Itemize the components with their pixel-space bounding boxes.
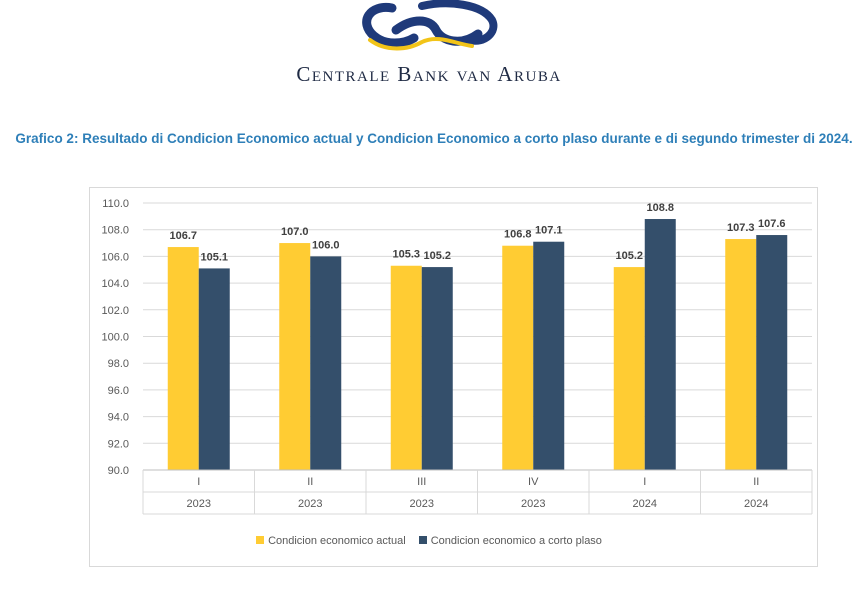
bar <box>279 243 311 470</box>
y-tick-label: 102.0 <box>101 305 129 317</box>
bar <box>167 247 199 470</box>
x-tick-label-quarter: I <box>197 476 200 488</box>
x-tick-label-year: 2023 <box>521 498 545 510</box>
x-tick-label-quarter: IV <box>528 476 539 488</box>
x-tick-label-year: 2024 <box>633 498 657 510</box>
bar-chart: 90.0 92.0 94.0 96.0 98.0 100.0 102.0 104.0 106.0… <box>101 198 813 515</box>
legend-item-corto-plaso: Condicion economico a corto plaso <box>418 535 602 547</box>
x-tick-label-quarter: III <box>417 476 426 488</box>
bar <box>644 219 676 470</box>
chart-legend: Condicion economico actual Condicion eco… <box>0 535 858 547</box>
chart-frame: 90.0 92.0 94.0 96.0 98.0 100.0 102.0 104.0 106.0… <box>89 187 818 567</box>
bar <box>390 265 422 470</box>
y-tick-label: 104.0 <box>101 278 129 290</box>
data-label: 105.2 <box>423 250 451 262</box>
bank-name: Centrale Bank van Aruba <box>296 62 562 86</box>
data-label: 106.7 <box>169 230 197 242</box>
y-tick-label: 90.0 <box>108 465 129 477</box>
x-tick-label-year: 2023 <box>410 498 434 510</box>
y-tick-label: 100.0 <box>101 332 129 344</box>
y-tick-label: 110.0 <box>102 198 129 210</box>
x-tick-label-quarter: II <box>753 476 759 488</box>
data-label: 106.8 <box>504 229 532 241</box>
x-tick-label-year: 2023 <box>187 498 211 510</box>
x-tick-label-quarter: I <box>643 476 646 488</box>
data-label: 107.6 <box>758 218 786 230</box>
data-label: 107.3 <box>727 222 755 234</box>
legend-swatch-corto-plaso <box>418 536 427 544</box>
bar <box>725 239 757 470</box>
y-tick-label: 94.0 <box>108 412 129 424</box>
data-label: 107.0 <box>281 226 309 238</box>
data-label: 105.1 <box>200 251 228 263</box>
y-tick-label: 96.0 <box>108 385 129 397</box>
chart-title: Grafico 2: Resultado di Condicion Econom… <box>15 131 853 146</box>
y-tick-label: 108.0 <box>101 225 129 237</box>
legend-label-corto-plaso: Condicion economico a corto plaso <box>430 535 602 547</box>
bar <box>613 267 645 470</box>
data-label: 108.8 <box>646 202 674 214</box>
x-tick-label-quarter: II <box>307 476 313 488</box>
x-tick-label-year: 2023 <box>298 498 322 510</box>
x-tick-label-year: 2024 <box>744 498 768 510</box>
legend-swatch-actual <box>256 536 265 544</box>
bar <box>502 245 534 470</box>
legend-item-actual: Condicion economico actual <box>256 535 406 547</box>
data-label: 106.0 <box>312 239 340 251</box>
y-tick-label: 98.0 <box>108 358 129 370</box>
y-tick-label: 92.0 <box>108 438 129 450</box>
data-label: 105.3 <box>392 249 420 261</box>
bar <box>756 235 788 470</box>
data-label: 105.2 <box>615 250 643 262</box>
bar <box>198 268 230 470</box>
legend-label-actual: Condicion economico actual <box>268 535 406 547</box>
data-label: 107.1 <box>535 225 563 237</box>
y-tick-label: 106.0 <box>101 251 129 263</box>
bank-logo-mark <box>362 0 498 51</box>
bar <box>421 267 453 470</box>
header: Centrale Bank van Aruba <box>0 0 858 100</box>
bar <box>310 256 342 470</box>
bar <box>533 241 565 470</box>
